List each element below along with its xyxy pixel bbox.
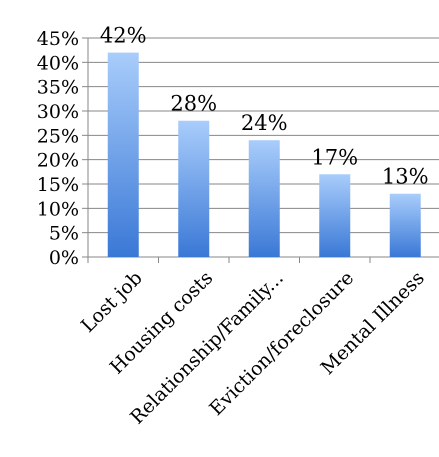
y-tick-label: 0% [49, 247, 79, 269]
bar [389, 193, 421, 257]
y-tick-label: 35% [37, 77, 79, 99]
data-label: 28% [170, 92, 217, 116]
bar [319, 174, 351, 257]
labels: 0%5% 10%15%20% 25%30%35% 40%45% 42% Lost job 2… [37, 24, 429, 429]
data-label: 24% [241, 111, 288, 135]
y-tick-label: 15% [37, 174, 79, 196]
y-tick-label: 10% [37, 198, 79, 220]
y-tick-label: 40% [37, 52, 79, 74]
bar [178, 120, 210, 257]
x-category-label: Lost job [77, 267, 147, 337]
data-label: 17% [311, 145, 358, 169]
gridlines [88, 37, 439, 234]
y-tick-label: 30% [37, 101, 79, 123]
y-tick-label: 5% [49, 223, 79, 245]
bar [248, 140, 280, 257]
y-tick-label: 20% [37, 150, 79, 172]
data-label: 13% [382, 165, 429, 189]
bars [107, 52, 421, 257]
y-tick-label: 45% [37, 28, 79, 50]
bar [107, 52, 139, 257]
data-label: 42% [100, 24, 147, 48]
y-tick-label: 25% [37, 125, 79, 147]
